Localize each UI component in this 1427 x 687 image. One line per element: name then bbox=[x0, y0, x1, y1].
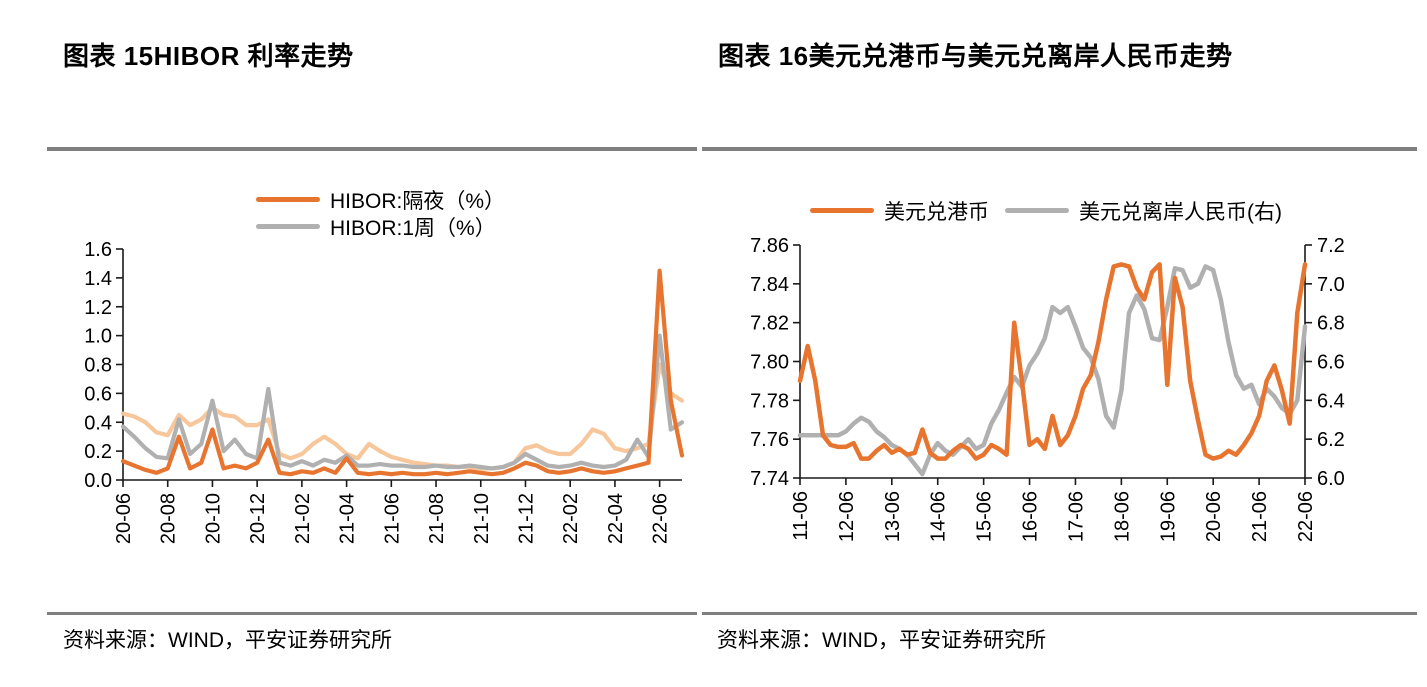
y-tick-label: 1.4 bbox=[84, 268, 112, 290]
y-tick-label: 1.0 bbox=[84, 326, 112, 348]
x-tick-label: 21-10 bbox=[471, 493, 493, 544]
x-tick-label: 20-12 bbox=[247, 493, 269, 544]
figure-16-legend: 美元兑港币 美元兑离岸人民币(右) bbox=[810, 197, 1282, 224]
x-tick-label: 11-06 bbox=[790, 491, 812, 541]
x-tick-label: 12-06 bbox=[836, 491, 858, 542]
legend-line-swatch-orange bbox=[810, 208, 874, 213]
x-tick-label: 21-06 bbox=[381, 493, 403, 544]
legend-item: HIBOR:隔夜（%） bbox=[256, 186, 505, 213]
y-tick-label: 0.0 bbox=[84, 470, 112, 492]
right-y-tick-label: 7.0 bbox=[1317, 274, 1345, 296]
x-tick-label: 16-06 bbox=[1020, 491, 1042, 542]
legend-label: HIBOR:隔夜（%） bbox=[330, 189, 506, 213]
right-y-tick-label: 6.6 bbox=[1317, 352, 1345, 374]
right-y-tick-label: 6.0 bbox=[1317, 468, 1345, 490]
right-y-tick-label: 6.8 bbox=[1317, 313, 1345, 335]
legend-label: HIBOR:1周（%） bbox=[330, 216, 496, 240]
x-tick-label: 21-02 bbox=[292, 493, 314, 544]
fx-line-chart: 7.74 7.76 7.78 7.80 7.82 7.84 7.86 6.0 6.2 6.4 6.6… bbox=[750, 235, 1345, 542]
figure-16-title: 图表 16美元兑港币与美元兑离岸人民币走势 bbox=[718, 41, 1233, 71]
x-tick-label: 18-06 bbox=[1111, 491, 1133, 542]
hibor-line-chart: 0.0 0.2 0.4 0.6 0.8 1.0 1.2 1.4 1.6 20-06 20-08 20-… bbox=[84, 239, 685, 544]
x-tick-label: 20-08 bbox=[158, 493, 180, 544]
y-tick-label: 7.84 bbox=[750, 274, 789, 296]
y-tick-label: 7.74 bbox=[750, 468, 789, 490]
figure-15-top-divider bbox=[47, 147, 697, 151]
x-tick-label: 20-06 bbox=[1203, 491, 1225, 542]
y-tick-label: 1.2 bbox=[84, 297, 112, 319]
figure-15-title: 图表 15HIBOR 利率走势 bbox=[63, 41, 354, 71]
right-y-tick-label: 7.2 bbox=[1317, 235, 1345, 257]
x-tick-label: 22-06 bbox=[1295, 491, 1317, 542]
legend-item: 美元兑港币 bbox=[810, 197, 989, 224]
x-tick-label: 21-12 bbox=[515, 493, 537, 544]
legend-label: 美元兑港币 bbox=[884, 200, 989, 224]
x-tick-label: 14-06 bbox=[928, 491, 950, 542]
x-tick-label: 22-04 bbox=[605, 493, 627, 544]
y-tick-label: 7.86 bbox=[750, 235, 789, 257]
y-tick-label: 7.76 bbox=[750, 429, 789, 451]
legend-line-swatch-gray bbox=[1005, 208, 1069, 213]
legend-label: 美元兑离岸人民币(右) bbox=[1079, 200, 1282, 224]
y-tick-label: 7.82 bbox=[750, 313, 789, 335]
y-tick-label: 0.2 bbox=[84, 441, 112, 463]
legend-line-swatch-gray bbox=[256, 224, 320, 229]
figure-16-source: 资料来源：WIND，平安证券研究所 bbox=[717, 629, 1046, 652]
x-tick-label: 19-06 bbox=[1157, 491, 1179, 542]
x-tick-label: 21-06 bbox=[1249, 491, 1271, 542]
y-tick-label: 1.6 bbox=[84, 239, 112, 261]
x-tick-label: 13-06 bbox=[882, 491, 904, 542]
x-tick-label: 21-08 bbox=[426, 493, 448, 544]
y-tick-label: 7.80 bbox=[750, 352, 789, 374]
series-line-美元兑港币 bbox=[797, 262, 1308, 461]
x-tick-label: 20-06 bbox=[113, 493, 135, 544]
x-tick-label: 17-06 bbox=[1065, 491, 1087, 542]
legend-item: 美元兑离岸人民币(右) bbox=[1005, 197, 1282, 224]
x-tick-label: 20-10 bbox=[202, 493, 224, 544]
figure-15-bottom-divider bbox=[47, 612, 697, 615]
legend-line-swatch-orange bbox=[256, 197, 320, 202]
x-tick-label: 22-02 bbox=[560, 493, 582, 544]
y-tick-label: 0.6 bbox=[84, 383, 112, 405]
series-line-HIBOR:1周（%） bbox=[120, 333, 685, 471]
right-y-tick-label: 6.2 bbox=[1317, 429, 1345, 451]
x-tick-label: 21-04 bbox=[337, 493, 359, 544]
series-line-HIBOR:隔夜（%） bbox=[120, 268, 685, 477]
x-tick-label: 15-06 bbox=[974, 491, 996, 542]
right-y-tick-label: 6.4 bbox=[1317, 390, 1345, 412]
y-tick-label: 7.78 bbox=[750, 390, 789, 412]
figure-16-bottom-divider bbox=[702, 612, 1417, 615]
figure-15-source: 资料来源：WIND，平安证券研究所 bbox=[63, 629, 392, 652]
legend-item: HIBOR:1周（%） bbox=[256, 213, 505, 240]
series-line-美元兑离岸人民币(右) bbox=[797, 264, 1308, 477]
y-tick-label: 0.4 bbox=[84, 412, 112, 434]
figure-15-legend: HIBOR:隔夜（%） HIBOR:1周（%） bbox=[256, 186, 505, 240]
x-tick-label: 22-06 bbox=[650, 493, 672, 544]
y-tick-label: 0.8 bbox=[84, 355, 112, 377]
figure-16-top-divider bbox=[702, 147, 1417, 151]
